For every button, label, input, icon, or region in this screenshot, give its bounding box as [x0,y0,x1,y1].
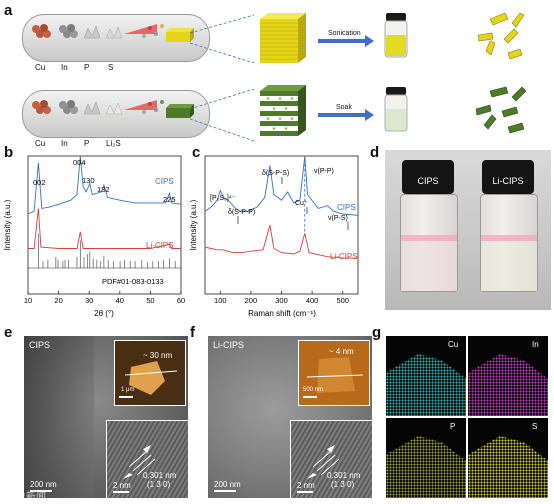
hrtem-inset-cips: 0.301 nm (1 3 0) 2 nm [106,420,188,498]
element-cu-1: Cu [35,63,46,72]
vial-cips [400,194,458,292]
tem-licips-sample: Li-CIPS [213,340,245,350]
hrtem-cips-spacing: 0.301 nm [143,471,177,480]
xrd-xlabel: 2θ (°) [94,309,114,318]
hrtem-licips-plane: (1 3 0) [331,480,355,489]
panel-d-label: d [370,144,380,161]
c-xtick-label-1: 200 [245,296,258,305]
hrtem-inset-licips: 0.301 nm (1 3 0) 2 nm [290,420,372,498]
eds-p-label: P [450,422,456,431]
tem-image-cips: CIPS ~ 30 nm 1 μm 0.301 nm (1 3 0) 2 nm … [24,336,188,498]
soak-label: Soak [336,104,352,111]
hrtem-cips-plane: (1 3 0) [147,480,171,489]
hrtem-licips-spacing: 0.301 nm [327,471,361,480]
xrd-reference-label: PDF#01-083-0133 [102,277,164,286]
vial-cap-licips [482,160,534,194]
peak-label-004: 004 [73,158,86,167]
xrd-plot-frame [27,155,182,295]
hrtem-cips-scale: 2 nm [113,481,131,490]
b-series-cips [27,155,182,215]
peak-label-002: 002 [33,178,46,187]
afm-cips-scale: 1 μm [121,387,135,393]
vial-label-licips: Li-CIPS [492,176,524,186]
eds-s-label: S [532,422,538,431]
raman-anno-p2s6: [P₂S₆]⁴⁻ [210,195,236,202]
panel-f-label: f [190,324,195,341]
b-xtick-label-0: 10 [24,296,32,305]
raman-anno-spp: δ(S-P-P) [228,209,255,216]
c-series-cips [204,155,359,216]
element-in-2: In [61,139,68,148]
afm-inset-cips: ~ 30 nm 1 μm [114,340,186,406]
peak-label-130: 130 [82,176,95,185]
b-series-licips [28,208,181,249]
afm-inset-licips: ~ 4 nm 500 nm [298,340,370,406]
afm-licips-scale: 500 nm [303,387,324,393]
raman-anno-ps: ν(P-S) [328,215,348,222]
c-xtick-label-4: 500 [336,296,349,305]
tem-cips-scale: 200 nm [30,480,57,489]
c-xtick-label-2: 300 [275,296,288,305]
panel-a-crystals-and-arrows [190,12,527,142]
xrd-cips-label: CIPS [155,177,174,186]
element-cu-2: Cu [35,139,46,148]
element-li2s: Li₂S [106,139,121,148]
afm-cips-thickness: ~ 30 nm [143,351,173,360]
raman-anno-pp: ν(P-P) [314,168,334,175]
vial-label-cips: CIPS [417,176,439,186]
eds-in-label: In [532,340,539,349]
panel-b-label: b [4,144,14,161]
element-p-2: P [84,139,90,148]
panel-c-label: c [192,144,201,161]
watermark: 大象新闻 [6,492,46,503]
peak-label-132: 132 [97,185,110,194]
b-xtick-label-2: 30 [85,296,93,305]
vial-cap-cips [402,160,454,194]
raman-anno-sps: δ(S-P-S) [262,170,289,177]
raman-cips-label: CIPS [337,203,356,212]
eds-map-cu: Cu [386,336,466,416]
element-p-1: P [84,63,90,72]
b-xtick-label-1: 20 [54,296,62,305]
panel-e-label: e [4,324,13,341]
c-series-licips [204,224,358,259]
element-in-1: In [61,63,68,72]
raman-xlabel: Raman shift (cm⁻¹) [248,309,316,318]
vial-photo: CIPS Li-CIPS [385,150,551,310]
tem-licips-scale: 200 nm [214,480,241,489]
panel-g-label: g [372,324,382,341]
capsule-1-contents [32,24,194,42]
raman-anno-cu: Cu⁺ [295,200,308,207]
raman-ylabel: Intensity (a.u.) [189,199,198,250]
panel-a-label: a [4,2,13,19]
raman-chart: 100 200 300 400 500 Intensity (a.u.) Raman s… [189,155,359,318]
c-xtick-label-0: 100 [214,296,227,305]
sonication-label: Sonication [328,30,361,37]
xrd-chart: 10 20 30 40 50 60 Intensity (a.u.) 2θ (°) 002… [3,155,185,318]
vial-licips [480,194,538,292]
tem-cips-sample: CIPS [29,340,51,350]
b-xtick-label-3: 40 [116,296,124,305]
hrtem-licips-scale: 2 nm [297,481,315,490]
raman-licips-label: Li-CIPS [330,252,358,261]
element-s-1: S [108,63,114,72]
c-xtick-label-3: 400 [306,296,319,305]
tem-image-licips: Li-CIPS ~ 4 nm 500 nm 0.301 nm (1 3 0) 2… [208,336,372,498]
xrd-ylabel: Intensity (a.u.) [3,199,12,250]
afm-licips-thickness: ~ 4 nm [329,347,354,356]
eds-map-p: P [386,418,466,498]
b-xtick-label-4: 50 [146,296,154,305]
capsule-2-contents [32,100,194,118]
xrd-licips-label: Li-CIPS [146,241,174,250]
eds-cu-label: Cu [448,340,459,349]
eds-map-s: S [468,418,548,498]
peak-label-225: 225 [163,195,176,204]
eds-map-in: In [468,336,548,416]
b-xtick-label-5: 60 [177,296,185,305]
